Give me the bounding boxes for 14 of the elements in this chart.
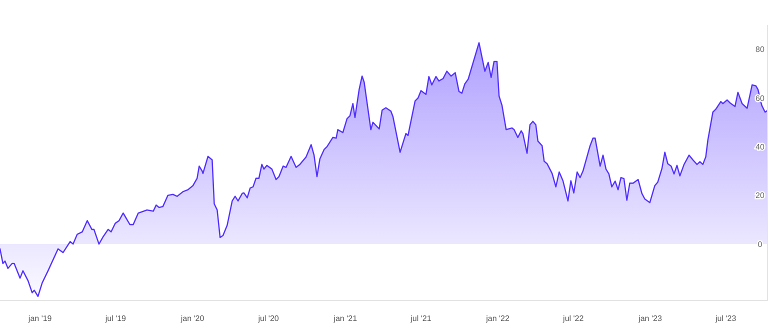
y-tick-label: 80 — [756, 45, 765, 54]
x-tick-label: jan '22 — [485, 314, 510, 323]
x-tick-label: jan '19 — [27, 314, 52, 323]
x-tick-label: jul '21 — [410, 314, 432, 323]
y-tick-label: 20 — [756, 191, 765, 200]
y-tick-label: 40 — [756, 142, 765, 152]
x-tick-label: jul '20 — [257, 314, 280, 323]
x-tick-label: jul '22 — [562, 314, 584, 323]
x-tick-label: jan '20 — [180, 314, 205, 323]
x-tick-label: jul '19 — [104, 314, 127, 323]
x-tick-label: jan '21 — [332, 314, 358, 323]
y-tick-label: 0 — [758, 240, 763, 249]
x-tick-label: jul '23 — [714, 314, 737, 323]
x-tick-label: jan '23 — [638, 314, 662, 323]
